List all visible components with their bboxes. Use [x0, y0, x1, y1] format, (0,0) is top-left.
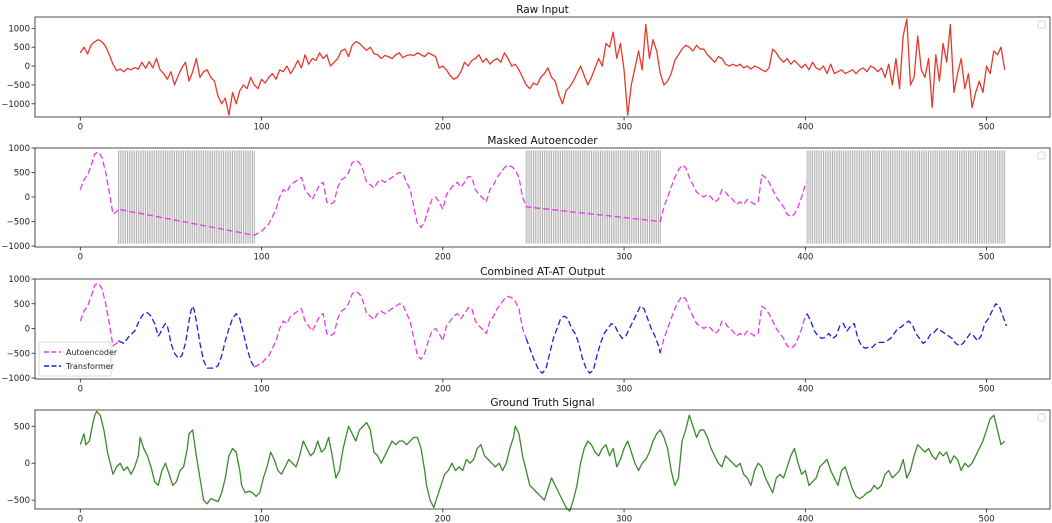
- y-tick-label: 500: [14, 169, 30, 179]
- raw-input-empty-legend: [1037, 20, 1046, 29]
- x-tick-label: 500: [978, 515, 994, 523]
- x-tick-label: 400: [797, 515, 813, 523]
- y-tick-label: −1000: [1, 374, 30, 384]
- y-tick-label: 1000: [8, 275, 30, 285]
- masked-autoencoder-axes-frame: [34, 147, 1051, 248]
- x-tick-label: 300: [616, 253, 632, 263]
- x-tick-label: 100: [253, 385, 269, 395]
- y-tick-label: 1000: [8, 24, 30, 34]
- x-tick-label: 0: [78, 253, 83, 263]
- ground-truth-series-line: [79, 410, 1006, 512]
- x-tick-label: 300: [616, 515, 632, 523]
- y-tick-label: 0: [25, 193, 30, 203]
- raw-input-axes-frame: [34, 16, 1051, 118]
- y-tick-label: 0: [25, 325, 30, 335]
- x-tick-label: 300: [616, 123, 632, 133]
- raw-input-plot-area: [35, 17, 1050, 117]
- masked-autoencoder-panel: Masked Autoencoder 0 100 200 300 400 500 −1000 −…: [1, 135, 1051, 263]
- x-tick-label: 0: [78, 123, 83, 133]
- y-tick-label: 500: [14, 422, 30, 432]
- masked-autoencoder-title: Masked Autoencoder: [487, 135, 598, 147]
- combined-output-series-line: [806, 303, 1008, 349]
- y-tick-label: −500: [7, 496, 30, 506]
- x-tick-label: 100: [253, 123, 269, 133]
- x-tick-label: 400: [797, 123, 813, 133]
- x-tick-label: 100: [253, 253, 269, 263]
- x-tick-label: 100: [253, 515, 269, 523]
- legend-label: Transformer: [65, 362, 115, 371]
- y-tick-label: −500: [7, 81, 30, 91]
- y-tick-label: 500: [14, 43, 30, 53]
- y-tick-label: −500: [7, 218, 30, 228]
- masked-autoencoder-series-line: [79, 151, 808, 236]
- legend-label: Autoencoder: [66, 348, 118, 357]
- ground-truth-axes-frame: [34, 409, 1051, 510]
- combined-output-series-line: [253, 290, 527, 368]
- masked-autoencoder-masked-region: [525, 150, 661, 244]
- x-tick-label: 300: [616, 385, 632, 395]
- combined-output-series-line: [118, 305, 255, 369]
- raw-input-panel: Raw Input 0 100 200 300 400 500 −1000 −500 0 500 10…: [1, 4, 1051, 133]
- y-tick-label: −1000: [1, 100, 30, 110]
- raw-input-series-line: [79, 18, 1006, 116]
- combined-output-series-line: [659, 295, 808, 354]
- y-tick-label: −500: [7, 349, 30, 359]
- x-tick-label: 500: [978, 123, 994, 133]
- y-tick-label: 0: [25, 459, 30, 469]
- raw-input-title: Raw Input: [516, 4, 569, 16]
- y-tick-label: 0: [25, 62, 30, 72]
- x-tick-label: 500: [978, 385, 994, 395]
- combined-output-series-line: [79, 282, 119, 347]
- legend-frame: [38, 341, 112, 377]
- masked-autoencoder-masked-region: [117, 150, 255, 244]
- x-tick-label: 500: [978, 253, 994, 263]
- y-tick-label: −1000: [1, 242, 30, 252]
- x-tick-label: 400: [797, 385, 813, 395]
- x-tick-label: 0: [78, 385, 83, 395]
- x-tick-label: 400: [797, 253, 813, 263]
- combined-output-title: Combined AT-AT Output: [480, 266, 605, 278]
- ground-truth-empty-legend: [1037, 413, 1046, 422]
- x-tick-label: 200: [435, 385, 451, 395]
- y-tick-label: 1000: [8, 144, 30, 154]
- ground-truth-title: Ground Truth Signal: [490, 397, 594, 409]
- masked-autoencoder-empty-legend: [1037, 151, 1046, 160]
- combined-output-legend: Autoencoder Transformer: [38, 341, 118, 377]
- x-tick-label: 200: [435, 253, 451, 263]
- ground-truth-panel: Ground Truth Signal 0 100 200 300 400 500 −500 0…: [7, 397, 1051, 523]
- y-tick-label: 500: [14, 300, 30, 310]
- x-tick-label: 0: [78, 515, 83, 523]
- combined-output-axes-frame: [34, 278, 1051, 380]
- combined-output-series-line: [525, 305, 661, 374]
- x-tick-label: 200: [435, 515, 451, 523]
- ground-truth-plot-area: [35, 410, 1050, 509]
- masked-autoencoder-masked-region: [806, 150, 1006, 244]
- x-tick-label: 200: [435, 123, 451, 133]
- combined-output-panel: Combined AT-AT Output 0 100 200 300 400 500 −10…: [1, 266, 1051, 395]
